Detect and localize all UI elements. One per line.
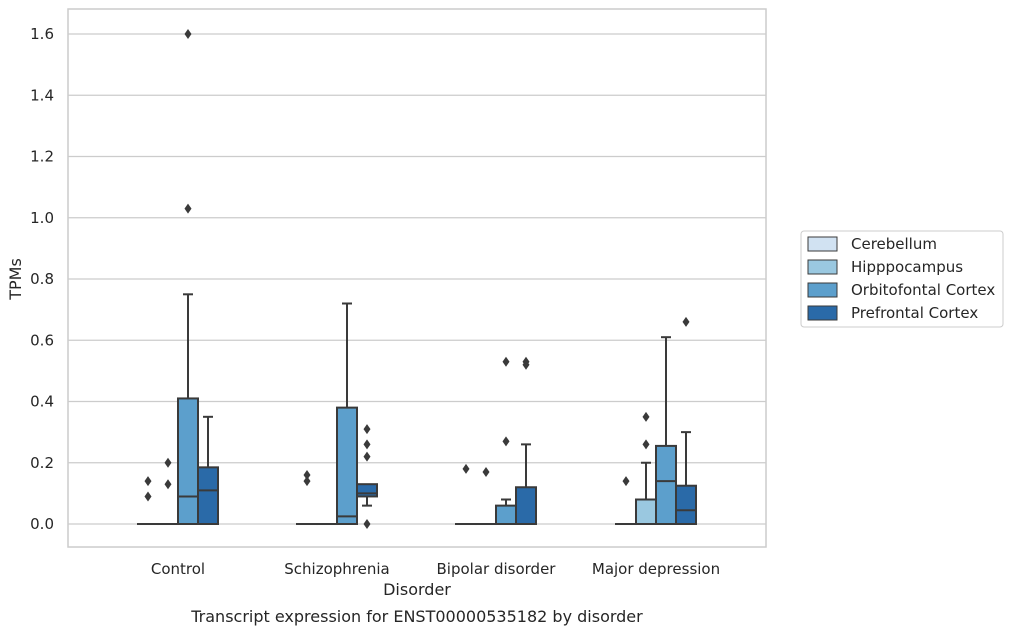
x-tick-label: Schizophrenia xyxy=(284,560,389,578)
y-tick-label: 0.4 xyxy=(30,393,54,411)
box-iqr xyxy=(177,397,199,525)
outlier-point xyxy=(164,457,172,468)
legend-label: Cerebellum xyxy=(851,235,937,253)
y-tick-label: 0.8 xyxy=(30,270,54,288)
legend-swatch xyxy=(807,259,838,275)
box-iqr xyxy=(495,504,517,525)
x-tick-label: Bipolar disorder xyxy=(437,560,557,578)
chart-caption: Transcript expression for ENST0000053518… xyxy=(190,607,643,626)
legend-label: Orbitofontal Cortex xyxy=(851,281,995,299)
outlier-point xyxy=(502,356,510,367)
outlier-point xyxy=(363,519,371,529)
outlier-point xyxy=(363,451,371,462)
box-hipppocampus xyxy=(635,411,657,525)
box-iqr xyxy=(197,466,219,525)
x-tick-label: Control xyxy=(151,560,205,578)
legend-frame xyxy=(800,230,1004,328)
x-axis-label: Disorder xyxy=(383,580,451,599)
box-iqr xyxy=(635,498,657,525)
outlier-point xyxy=(682,316,690,327)
box-orbitofontal-cortex xyxy=(336,302,358,525)
outlier-point xyxy=(363,424,371,435)
y-tick-label: 0.2 xyxy=(30,454,54,472)
y-tick-label: 1.0 xyxy=(30,209,54,227)
box-iqr xyxy=(336,406,358,525)
legend-swatch xyxy=(807,282,838,298)
y-tick-label: 1.4 xyxy=(30,86,54,104)
legend-swatch xyxy=(807,305,838,321)
box-cerebellum xyxy=(615,476,637,526)
outlier-point xyxy=(642,411,650,422)
y-tick-label: 0.6 xyxy=(30,331,54,349)
box-iqr xyxy=(655,444,677,525)
outlier-point xyxy=(144,491,152,502)
outlier-point xyxy=(482,466,490,477)
legend: Cerebellum Hipppocampus Orbitofontal Corte… xyxy=(800,230,1004,328)
box-orbitofontal-cortex xyxy=(177,29,199,525)
y-axis-label: TPMs xyxy=(6,258,25,301)
x-tick-labels: Control Schizophrenia Bipolar disorder Majo… xyxy=(151,560,720,578)
box-series xyxy=(137,29,697,529)
outlier-point xyxy=(462,463,470,474)
legend-swatch xyxy=(807,236,838,252)
x-tick-label: Major depression xyxy=(592,560,720,578)
legend-label: Prefrontal Cortex xyxy=(851,304,978,322)
y-tick-label: 1.6 xyxy=(30,25,54,43)
box-iqr xyxy=(675,484,697,525)
outlier-point xyxy=(164,479,172,490)
outlier-point xyxy=(303,476,311,487)
outlier-point xyxy=(642,439,650,450)
y-tick-labels: 0.0 0.2 0.4 0.6 0.8 1.0 1.2 1.4 1.6 xyxy=(30,25,54,533)
plot-frame xyxy=(67,8,767,548)
outlier-point xyxy=(502,436,510,447)
box-iqr xyxy=(515,486,537,525)
outlier-point xyxy=(184,203,192,214)
box-iqr xyxy=(356,483,378,498)
box-prefrontal-cortex xyxy=(356,424,378,529)
y-tick-label: 1.2 xyxy=(30,148,54,166)
outlier-point xyxy=(144,476,152,487)
box-cerebellum xyxy=(296,470,318,526)
box-prefrontal-cortex xyxy=(197,415,219,525)
y-tick-label: 0.0 xyxy=(30,515,54,533)
box-prefrontal-cortex xyxy=(675,316,697,525)
outlier-point xyxy=(622,476,630,487)
outlier-point xyxy=(522,359,530,370)
outlier-point xyxy=(184,29,192,39)
outlier-point xyxy=(363,439,371,450)
outlier-point xyxy=(303,470,311,480)
legend-label: Hipppocampus xyxy=(851,258,963,276)
box-prefrontal-cortex xyxy=(515,356,537,525)
